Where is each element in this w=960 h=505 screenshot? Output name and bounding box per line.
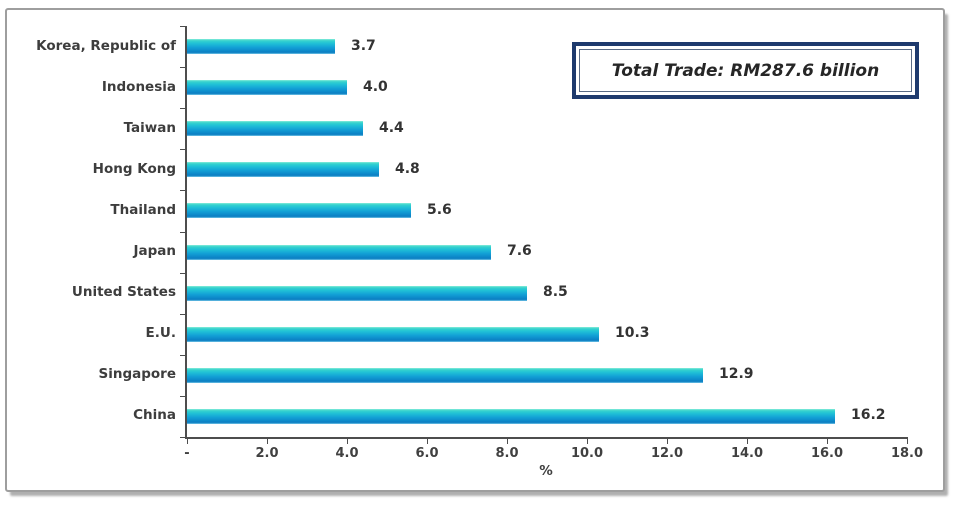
- x-tick-mark: [747, 439, 748, 444]
- bar: [187, 244, 491, 260]
- x-tick-label: 8.0: [495, 446, 519, 461]
- bar: [187, 162, 379, 178]
- value-label: 5.6: [427, 201, 452, 218]
- x-tick-mark: [587, 439, 588, 444]
- annotation-inner-border: Total Trade: RM287.6 billion: [579, 49, 912, 92]
- bar: [187, 121, 363, 137]
- x-tick-mark: [267, 439, 268, 444]
- x-tick-mark: [427, 439, 428, 444]
- y-tick-mark: [180, 272, 185, 274]
- value-label: 10.3: [615, 325, 650, 342]
- x-tick-mark: [347, 439, 348, 444]
- x-tick-label: 10.0: [570, 446, 604, 461]
- annotation-text: Total Trade: RM287.6 billion: [611, 60, 880, 81]
- x-tick-label: 12.0: [650, 446, 684, 461]
- category-label: E.U.: [145, 325, 176, 342]
- bar: [187, 367, 703, 383]
- bar: [187, 39, 335, 55]
- x-axis-title: %: [539, 463, 553, 479]
- value-label: 7.6: [507, 243, 532, 260]
- x-tick-mark: [907, 439, 908, 444]
- y-axis-line: [185, 26, 187, 438]
- annotation-box: Total Trade: RM287.6 billion: [572, 42, 919, 99]
- category-label: Taiwan: [123, 119, 176, 136]
- value-label: 3.7: [351, 37, 376, 54]
- x-tick-mark: [507, 439, 508, 444]
- category-label: Thailand: [110, 201, 176, 218]
- x-tick-mark: [827, 439, 828, 444]
- value-label: 16.2: [851, 407, 886, 424]
- bar: [187, 80, 347, 96]
- bar: [187, 326, 599, 342]
- category-label: Korea, Republic of: [36, 37, 176, 54]
- x-tick-label: 6.0: [415, 446, 439, 461]
- x-tick-label: 14.0: [730, 446, 764, 461]
- category-label: Japan: [133, 243, 176, 260]
- category-label: China: [133, 407, 176, 424]
- bar: [187, 203, 411, 219]
- y-tick-mark: [180, 190, 185, 192]
- x-axis-line: [185, 437, 908, 439]
- value-label: 4.8: [395, 160, 420, 177]
- value-label: 4.4: [379, 119, 404, 136]
- y-tick-mark: [180, 354, 185, 356]
- y-tick-mark: [180, 395, 185, 397]
- value-label: 4.0: [363, 78, 388, 95]
- y-tick-mark: [180, 313, 185, 315]
- x-tick-label: 2.0: [255, 446, 279, 461]
- value-label: 12.9: [719, 366, 754, 383]
- x-tick-mark: [187, 439, 188, 444]
- y-tick-mark: [180, 108, 185, 110]
- category-label: Indonesia: [101, 78, 176, 95]
- value-label: 8.5: [543, 284, 568, 301]
- y-tick-mark: [180, 67, 185, 69]
- category-label: United States: [71, 284, 176, 301]
- category-label: Singapore: [98, 366, 177, 383]
- x-tick-mark: [667, 439, 668, 444]
- x-tick-label: 16.0: [810, 446, 844, 461]
- bar: [187, 285, 527, 301]
- x-tick-label: 4.0: [335, 446, 359, 461]
- y-tick-mark: [180, 437, 185, 438]
- bar: [187, 408, 835, 424]
- x-tick-label: 18.0: [890, 446, 924, 461]
- category-label: Hong Kong: [92, 160, 176, 177]
- y-tick-mark: [180, 231, 185, 233]
- y-tick-mark: [180, 149, 185, 151]
- y-tick-mark: [180, 26, 185, 27]
- x-tick-label: -: [184, 446, 190, 461]
